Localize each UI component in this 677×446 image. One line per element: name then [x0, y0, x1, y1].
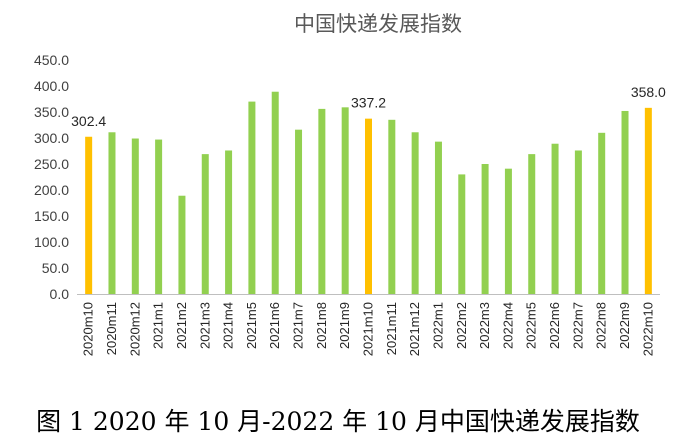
y-tick-label: 350.0	[34, 104, 69, 120]
bar-2022m1	[434, 141, 442, 294]
x-tick-label: 2021m7	[291, 302, 306, 349]
bar-2022m2	[458, 174, 466, 294]
bar-2020m11	[108, 132, 116, 294]
y-tick-label: 0.0	[50, 286, 70, 302]
y-tick-label: 450.0	[34, 52, 69, 68]
x-axis: 2020m10 2020m11 2020m12 2021m1 2021m2 2021m3 2…	[77, 294, 660, 356]
bar-2021m2	[178, 195, 186, 294]
x-tick-label: 2022m7	[570, 302, 585, 349]
bar-2022m10	[644, 107, 652, 294]
x-tick-label: 2022m8	[594, 302, 609, 349]
bar-2022m3	[481, 164, 489, 294]
y-tick-label: 250.0	[34, 156, 69, 172]
bar-2021m11	[388, 119, 396, 294]
x-tick-label: 2021m4	[221, 302, 236, 349]
bar-2022m7	[574, 150, 582, 294]
x-tick-label: 2021m12	[407, 302, 422, 356]
y-tick-label: 150.0	[34, 208, 69, 224]
x-tick-label: 2021m6	[267, 302, 282, 349]
data-label: 358.0	[631, 84, 666, 100]
bar-2022m9	[621, 110, 629, 295]
x-tick-label: 2021m9	[337, 302, 352, 349]
x-tick-label: 2022m1	[430, 302, 445, 349]
bar-2020m10	[85, 136, 93, 294]
x-tick-label: 2021m2	[174, 302, 189, 349]
y-tick-label: 50.0	[42, 260, 69, 276]
chart-title: 中国快递发展指数	[294, 12, 462, 36]
bar-2021m5	[248, 101, 256, 294]
bar-2021m8	[318, 108, 326, 294]
x-tick-label: 2022m2	[454, 302, 469, 349]
bar-2022m8	[598, 132, 606, 294]
bar-2022m6	[551, 143, 559, 294]
bar-2021m1	[155, 139, 163, 294]
data-label: 337.2	[351, 95, 386, 111]
x-tick-label: 2020m10	[81, 302, 96, 356]
bar-2022m4	[504, 168, 512, 294]
x-tick-label: 2021m5	[244, 302, 259, 349]
bar-2021m9	[341, 107, 349, 294]
y-tick-label: 400.0	[34, 78, 69, 94]
x-tick-label: 2020m12	[127, 302, 142, 356]
bar-2020m12	[131, 138, 139, 294]
x-tick-label: 2022m10	[640, 302, 655, 356]
bar-2021m12	[411, 132, 419, 294]
x-tick-label: 2022m6	[547, 302, 562, 349]
bar-2021m3	[201, 154, 209, 294]
y-axis: 0.0 50.0 100.0 150.0 200.0 250.0 300.0 350.0 400…	[34, 52, 69, 302]
data-labels: 302.4 337.2 358.0	[71, 84, 666, 129]
bar-2021m4	[225, 150, 233, 294]
x-tick-label: 2022m4	[500, 302, 515, 349]
bar-2021m6	[271, 91, 279, 294]
x-tick-label: 2021m1	[151, 302, 166, 349]
y-tick-label: 300.0	[34, 130, 69, 146]
x-tick-label: 2021m3	[197, 302, 212, 349]
x-tick-label: 2022m3	[477, 302, 492, 349]
bar-2021m7	[295, 129, 303, 294]
x-tick-label: 2022m5	[524, 302, 539, 349]
x-tick-label: 2021m11	[384, 302, 399, 355]
x-tick-label: 2021m10	[361, 302, 376, 356]
figure-caption: 图 1 2020 年 10 月-2022 年 10 月中国快递发展指数	[36, 407, 640, 436]
y-tick-label: 200.0	[34, 182, 69, 198]
x-tick-label: 2022m9	[617, 302, 632, 349]
bar-2022m5	[528, 154, 536, 294]
bar-2021m10	[365, 118, 372, 294]
y-tick-label: 100.0	[34, 234, 69, 250]
x-tick-label: 2021m8	[314, 302, 329, 349]
bar-series	[85, 91, 652, 295]
x-tick-label: 2020m11	[104, 302, 119, 355]
data-label: 302.4	[71, 113, 106, 129]
